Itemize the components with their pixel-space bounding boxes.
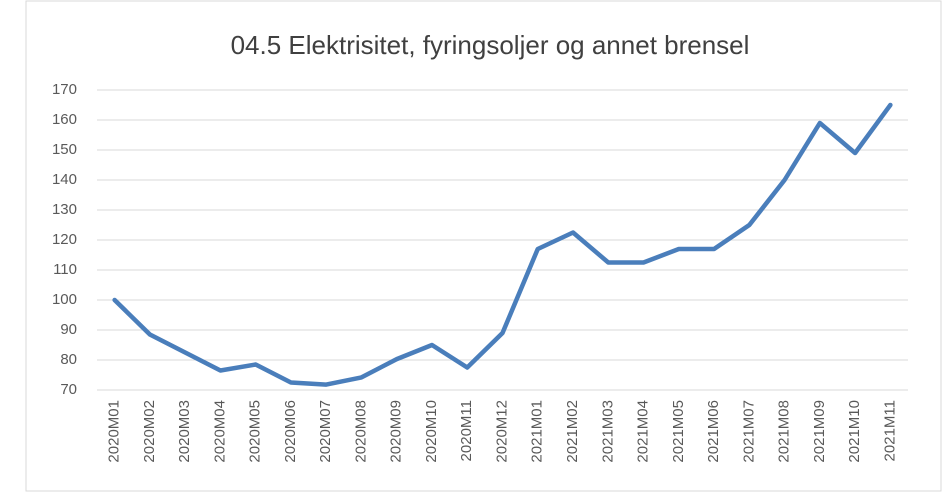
y-tick-label: 160: [52, 111, 77, 128]
x-tick-label: 2020M12: [493, 400, 510, 463]
x-tick-label: 2021M08: [776, 400, 793, 463]
line-series: [112, 102, 893, 387]
x-tick-label: 2021M02: [564, 400, 581, 463]
y-tick-label: 150: [52, 141, 77, 158]
y-tick-label: 130: [52, 201, 77, 218]
x-tick-label: 2020M06: [282, 400, 299, 463]
y-tick-label: 100: [52, 291, 77, 308]
x-tick-label: 2021M09: [811, 400, 828, 463]
x-tick-label: 2020M02: [141, 400, 158, 463]
y-tick-label: 70: [60, 381, 77, 398]
x-tick-label: 2021M01: [529, 400, 546, 463]
x-tick-label: 2020M09: [388, 400, 405, 463]
x-tick-label: 2020M10: [423, 400, 440, 463]
x-tick-label: 2021M04: [635, 400, 652, 463]
x-tick-label: 2020M01: [106, 400, 123, 463]
x-tick-label: 2021M11: [881, 400, 898, 461]
y-tick-label: 170: [52, 81, 77, 98]
y-tick-label: 120: [52, 231, 77, 248]
y-tick-label: 140: [52, 171, 77, 188]
x-tick-label: 2020M04: [211, 400, 228, 463]
x-tick-label: 2020M07: [317, 400, 334, 463]
x-tick-label: 2021M10: [846, 400, 863, 463]
x-tick-label: 2021M03: [599, 400, 616, 463]
x-tick-label: 2020M11: [458, 400, 475, 461]
y-tick-label: 80: [60, 351, 77, 368]
chart-title: 04.5 Elektrisitet, fyringsoljer og annet…: [231, 30, 750, 60]
x-tick-label: 2020M03: [176, 400, 193, 463]
y-tick-label: 90: [60, 321, 77, 338]
x-tick-label: 2020M08: [352, 400, 369, 463]
chart-frame: [25, 0, 942, 492]
x-tick-label: 2021M05: [670, 400, 687, 463]
x-tick-label: 2021M07: [740, 400, 757, 463]
y-tick-label: 110: [53, 261, 77, 278]
x-tick-label: 2021M06: [705, 400, 722, 463]
x-tick-label: 2020M05: [247, 400, 264, 463]
